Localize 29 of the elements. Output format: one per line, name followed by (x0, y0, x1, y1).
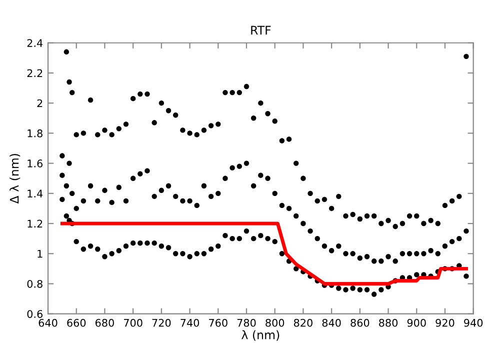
x-tick-label: 720 (152, 318, 171, 327)
x-tick-label: 780 (237, 318, 256, 327)
x-axis-title: λ (nm) (242, 330, 280, 341)
x-tick-label: 680 (96, 318, 114, 327)
x-tick-label: 940 (464, 318, 483, 327)
x-tick-label: 700 (124, 318, 142, 327)
x-tick-label: 840 (322, 318, 341, 327)
x-tick-label: 860 (350, 318, 370, 327)
x-tick-label: 820 (294, 318, 312, 327)
y-tick-label: 1.6 (28, 160, 43, 168)
y-tick-label: 0.6 (27, 310, 43, 318)
x-tick-label: 640 (38, 318, 58, 327)
x-tick-label: 800 (266, 318, 284, 327)
y-tick-label: 0.8 (27, 280, 42, 288)
x-tick-label: 660 (67, 318, 86, 327)
y-tick-label: 2.4 (27, 39, 43, 47)
y-tick-label: 1.2 (28, 220, 42, 228)
y-tick-label: 2 (37, 99, 42, 108)
y-tick-label: 1.4 (28, 190, 43, 198)
x-tick-label: 760 (209, 318, 228, 327)
x-tick-label: 740 (180, 318, 200, 327)
y-tick-label: 2.2 (27, 69, 42, 77)
y-axis-title: Δ λ (nm) (10, 154, 20, 204)
x-tick-label: 920 (436, 318, 454, 327)
x-tick-label: 900 (407, 318, 426, 327)
y-tick-label: 1 (38, 250, 42, 258)
chart-title: RTF (251, 26, 271, 35)
y-tick-label: 1.8 (28, 129, 42, 138)
x-tick-label: 880 (379, 318, 398, 327)
